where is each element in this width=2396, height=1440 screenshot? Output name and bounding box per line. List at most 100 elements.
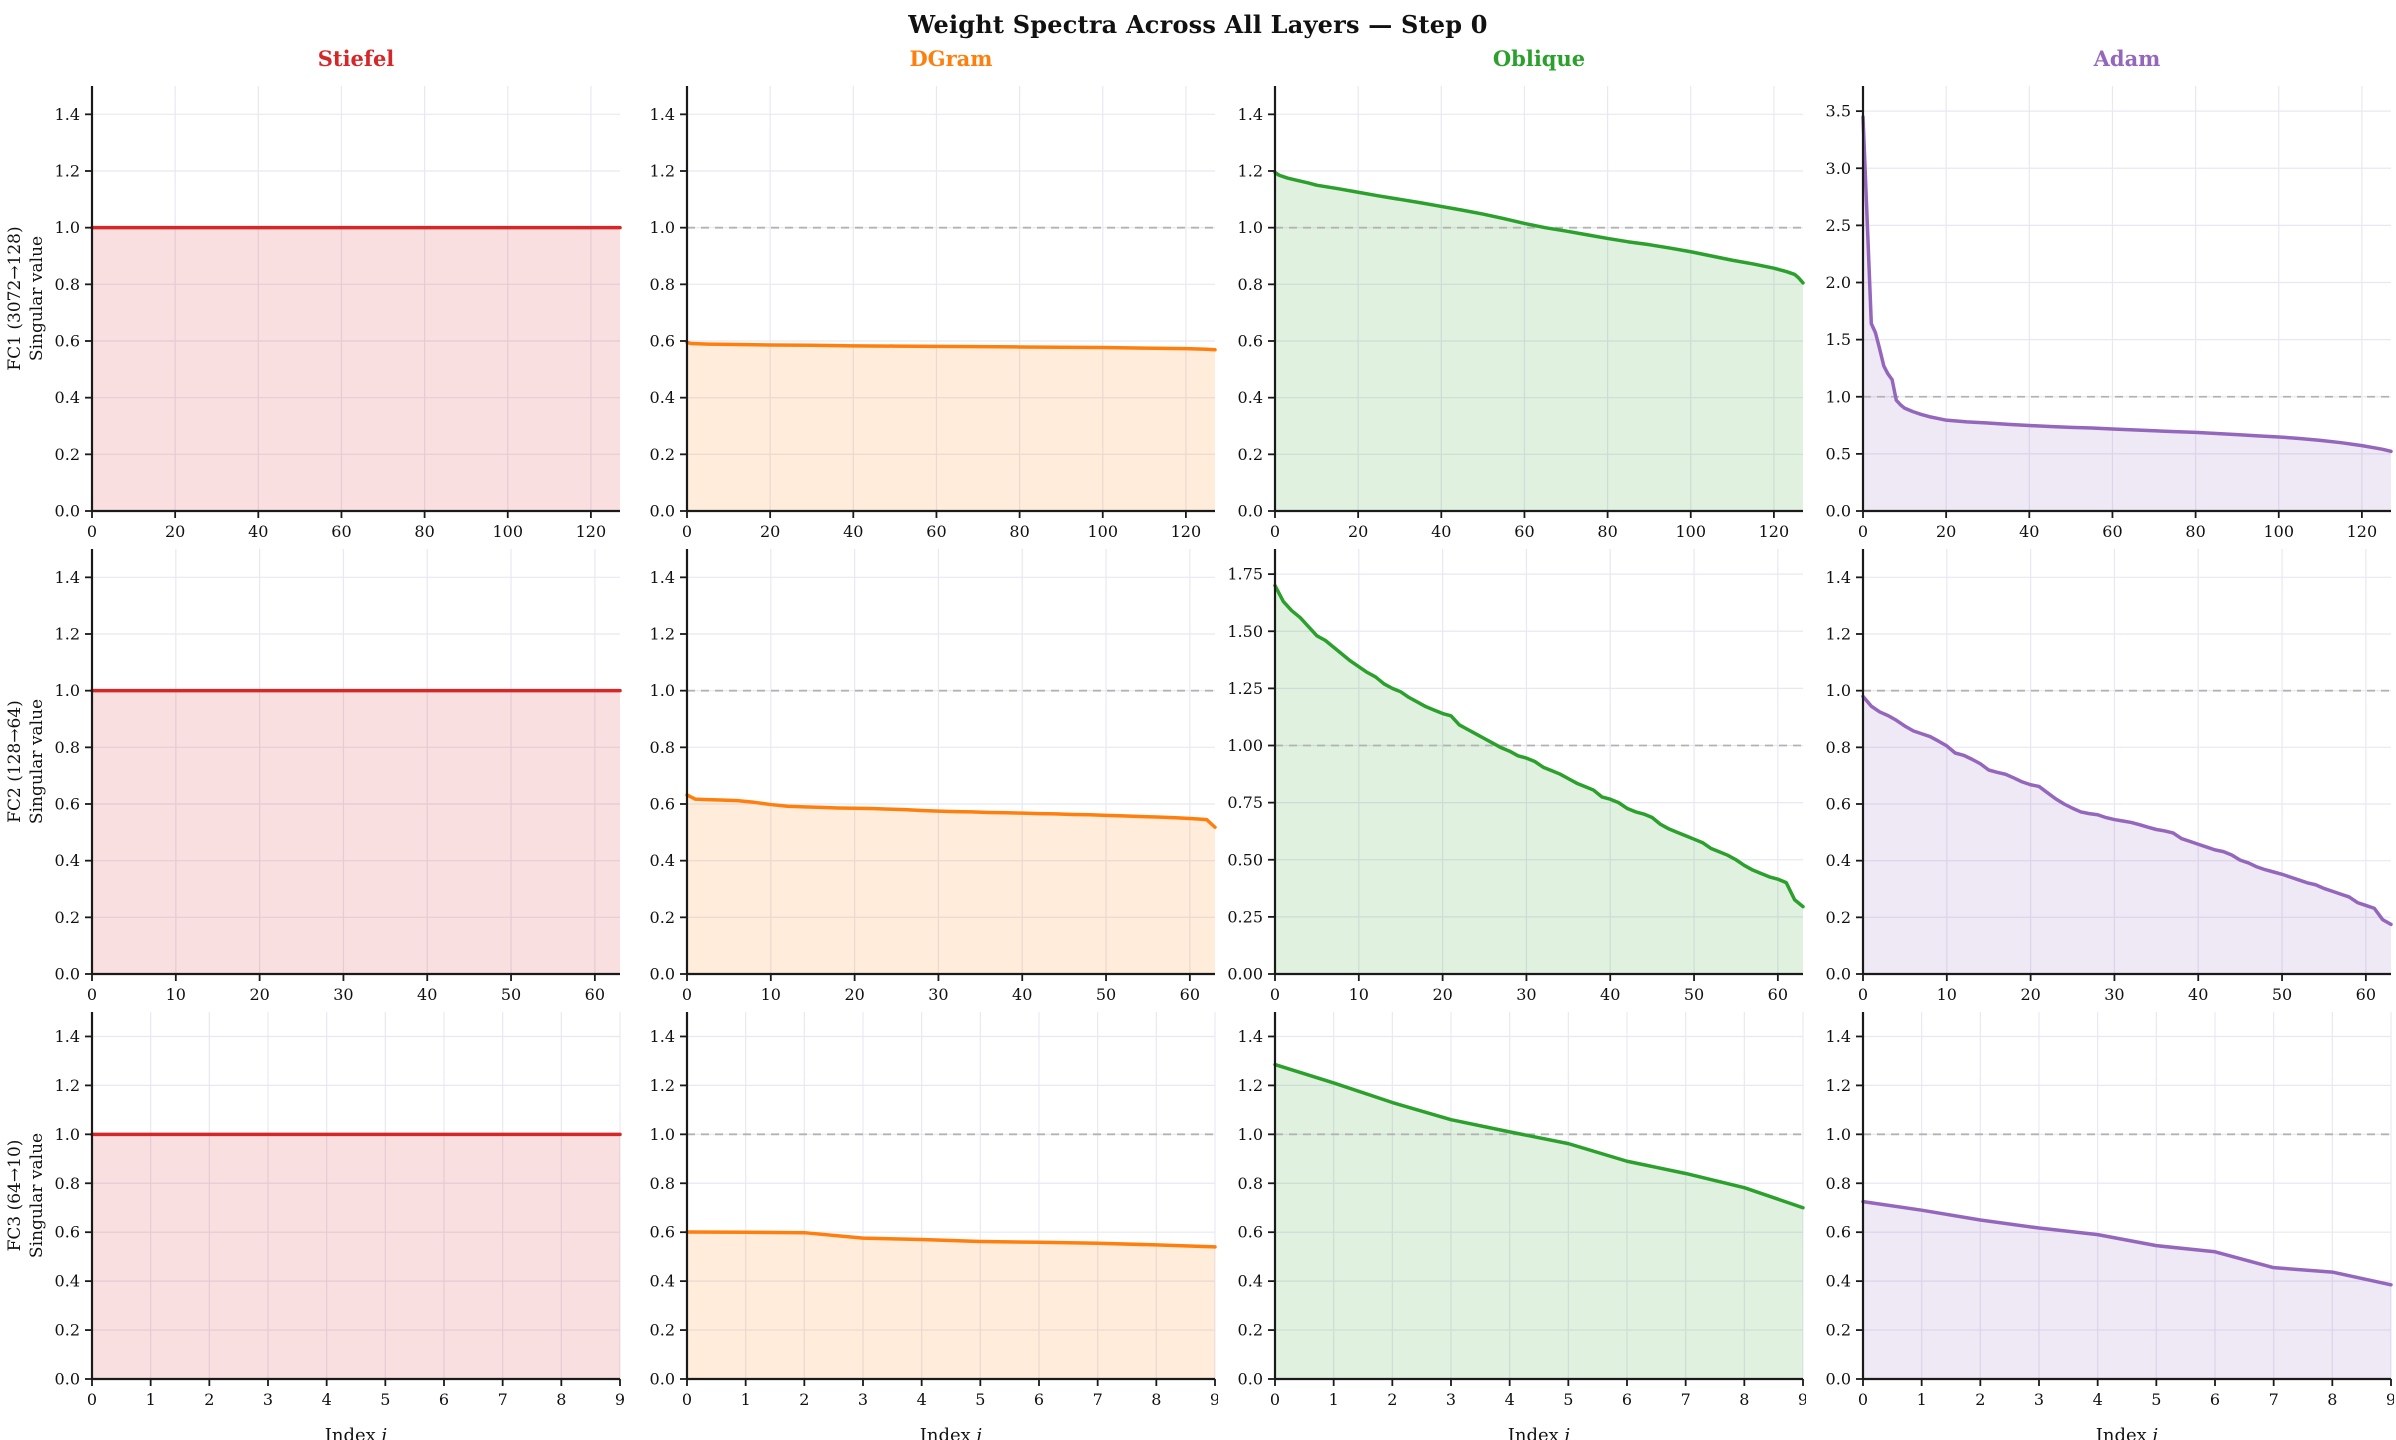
x-tick-label: 120	[2347, 522, 2378, 541]
x-tick-label: 4	[2093, 1390, 2103, 1409]
x-tick-label: 30	[1516, 985, 1536, 1004]
x-tick-label: 40	[248, 522, 268, 541]
y-tick-label: 0.8	[650, 1174, 675, 1193]
y-tick-label: 1.4	[650, 105, 675, 124]
y-tick-label: 1.0	[55, 1125, 80, 1144]
y-tick-label: 0.6	[55, 332, 80, 351]
y-tick-label: 3.5	[1826, 102, 1851, 121]
y-tick-label: 0.2	[650, 1321, 675, 1340]
spectrum-line	[1273, 1062, 1805, 1210]
x-tick-label: 40	[2188, 985, 2208, 1004]
spectrum-fill	[1275, 585, 1803, 974]
y-tick-label: 0.0	[1826, 502, 1851, 521]
y-tick-label: 0.4	[1238, 1272, 1263, 1291]
y-tick-label: 1.2	[1238, 1076, 1263, 1095]
x-tick-label: 30	[333, 985, 353, 1004]
x-axis-label: Index i	[2096, 1425, 2159, 1440]
y-tick-label: 0.4	[55, 1272, 80, 1291]
spectrum-fill	[1863, 116, 2391, 511]
panel-stiefel-row2: 0 10 20 30 40 50 60 0.0 0.2 0.4 0.6 0.8 1.0 1.2 1.4 FC2…	[5, 549, 622, 1004]
x-tick-label: 0	[1858, 1390, 1868, 1409]
x-tick-label: 4	[322, 1390, 332, 1409]
x-tick-label: 9	[1798, 1390, 1806, 1409]
y-tick-label: 0.2	[55, 908, 80, 927]
x-tick-label: 1	[1329, 1390, 1339, 1409]
y-tick-label: 1.4	[650, 568, 675, 587]
y-tick-label: 1.2	[1826, 1076, 1851, 1095]
x-tick-label: 20	[165, 522, 185, 541]
x-tick-label: 5	[1563, 1390, 1573, 1409]
y-axis-label: Singular value	[27, 236, 47, 361]
x-tick-label: 20	[760, 522, 780, 541]
y-tick-label: 0.4	[55, 851, 80, 870]
y-tick-label: 0.6	[55, 795, 80, 814]
x-tick-label: 0	[1270, 985, 1280, 1004]
y-tick-label: 1.5	[1826, 330, 1851, 349]
y-tick-label: 1.50	[1227, 622, 1263, 641]
x-tick-label: 6	[1034, 1390, 1044, 1409]
x-tick-label: 0	[87, 985, 97, 1004]
x-tick-label: 7	[498, 1390, 508, 1409]
panel-adam-row2: 0 10 20 30 40 50 60 0.0 0.2 0.4 0.6 0.8 1.0 1.2 1.4	[1826, 549, 2393, 1004]
y-tick-label: 1.2	[650, 1076, 675, 1095]
row-label: FC3 (64→10)	[5, 1140, 25, 1252]
y-tick-label: 1.0	[1238, 1125, 1263, 1144]
y-tick-label: 1.75	[1227, 565, 1263, 584]
x-tick-label: 0	[1270, 1390, 1280, 1409]
y-axis-label: Singular value	[27, 699, 47, 824]
x-tick-label: 80	[2185, 522, 2205, 541]
x-axis-label: Index i	[325, 1425, 388, 1440]
y-tick-label: 0.8	[1826, 1174, 1851, 1193]
panel-stiefel-row1: 0 20 40 60 80 100 120 0.0 0.2 0.4 0.6 0.8 1.0 1.2 1.4 S…	[5, 46, 622, 541]
y-tick-label: 1.0	[650, 1125, 675, 1144]
y-tick-label: 1.4	[55, 105, 80, 124]
panel-row-3: 0 1 2 3 4 5 6 7 8 9 0.0 0.2 0.4 0.6 0.8 1.0 1.2 1.4 FC3 (6…	[0, 1006, 2396, 1440]
x-tick-label: 5	[2151, 1390, 2161, 1409]
panel-adam-row1: 0 20 40 60 80 100 120 0.0 0.5 1.0 1.5 2.0 2.5 3.0 3.5 A…	[1826, 46, 2393, 541]
y-tick-label: 0.8	[650, 738, 675, 757]
y-tick-label: 1.2	[650, 162, 675, 181]
y-tick-label: 1.0	[650, 218, 675, 237]
x-tick-label: 60	[2356, 985, 2376, 1004]
x-tick-label: 20	[2020, 985, 2040, 1004]
spectrum-fill	[92, 690, 620, 974]
y-tick-label: 0.6	[55, 1223, 80, 1242]
y-tick-label: 0.4	[1826, 1272, 1851, 1291]
x-tick-label: 60	[926, 522, 946, 541]
y-tick-label: 1.0	[650, 681, 675, 700]
y-tick-label: 1.2	[1238, 162, 1263, 181]
y-tick-label: 1.0	[55, 218, 80, 237]
x-tick-label: 8	[1739, 1390, 1749, 1409]
figure-title: Weight Spectra Across All Layers — Step …	[908, 10, 1488, 39]
spectrum-line	[1861, 115, 2393, 454]
x-tick-label: 10	[166, 985, 186, 1004]
spectrum-line	[1861, 694, 2393, 927]
y-tick-label: 0.4	[650, 1272, 675, 1291]
x-tick-label: 40	[1431, 522, 1451, 541]
y-tick-label: 1.00	[1227, 736, 1263, 755]
x-tick-label: 80	[1009, 522, 1029, 541]
x-tick-label: 50	[2272, 985, 2292, 1004]
y-tick-label: 0.0	[1826, 1370, 1851, 1389]
y-tick-label: 0.6	[650, 1223, 675, 1242]
y-tick-label: 0.0	[55, 1370, 80, 1389]
panel-oblique-row2: 0 10 20 30 40 50 60 0.00 0.25 0.50 0.75 1.00 1.25 1.5…	[1227, 549, 1805, 1004]
x-tick-label: 80	[1597, 522, 1617, 541]
y-tick-label: 1.0	[1826, 387, 1851, 406]
x-tick-label: 120	[576, 522, 607, 541]
spectrum-fill	[1863, 696, 2391, 974]
y-tick-label: 1.0	[1826, 681, 1851, 700]
x-tick-label: 80	[414, 522, 434, 541]
y-tick-label: 3.0	[1826, 159, 1851, 178]
spectrum-line	[685, 793, 1217, 829]
y-tick-label: 0.8	[1826, 738, 1851, 757]
x-tick-label: 3	[263, 1390, 273, 1409]
x-tick-label: 60	[585, 985, 605, 1004]
spectrum-line	[1861, 1199, 2393, 1287]
y-tick-label: 0.2	[1238, 445, 1263, 464]
x-tick-label: 40	[2019, 522, 2039, 541]
y-tick-label: 0.8	[1238, 275, 1263, 294]
x-tick-label: 20	[1432, 985, 1452, 1004]
y-tick-label: 0.0	[650, 1370, 675, 1389]
